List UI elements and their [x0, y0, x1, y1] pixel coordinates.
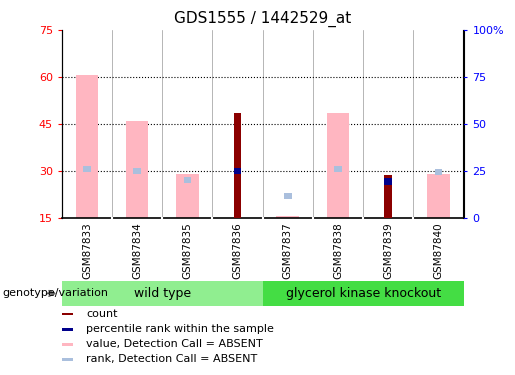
Bar: [427, 174, 450, 217]
Text: GSM87840: GSM87840: [434, 223, 443, 279]
Bar: [183, 177, 191, 183]
Bar: [83, 166, 91, 172]
Text: GSM87836: GSM87836: [233, 223, 243, 279]
Bar: [327, 113, 349, 218]
Text: GSM87835: GSM87835: [182, 223, 192, 279]
Bar: [284, 192, 291, 199]
Text: rank, Detection Call = ABSENT: rank, Detection Call = ABSENT: [86, 354, 257, 364]
Title: GDS1555 / 1442529_at: GDS1555 / 1442529_at: [174, 11, 351, 27]
Bar: [384, 178, 392, 185]
Bar: [62, 328, 73, 331]
Text: wild type: wild type: [134, 287, 191, 300]
Bar: [234, 113, 242, 218]
Text: glycerol kinase knockout: glycerol kinase knockout: [285, 287, 441, 300]
Bar: [62, 343, 73, 346]
Text: count: count: [86, 309, 117, 319]
Text: GSM87834: GSM87834: [132, 223, 142, 279]
Bar: [62, 313, 73, 315]
Bar: [384, 176, 392, 217]
Bar: [133, 168, 141, 174]
Text: percentile rank within the sample: percentile rank within the sample: [86, 324, 274, 334]
Text: GSM87838: GSM87838: [333, 223, 343, 279]
Bar: [234, 168, 242, 174]
Bar: [62, 358, 73, 361]
Text: value, Detection Call = ABSENT: value, Detection Call = ABSENT: [86, 339, 263, 349]
Bar: [176, 174, 199, 217]
Bar: [76, 75, 98, 217]
Bar: [62, 281, 263, 306]
Bar: [435, 169, 442, 176]
Bar: [126, 121, 148, 218]
Bar: [263, 281, 464, 306]
Bar: [334, 166, 342, 172]
Bar: [277, 216, 299, 217]
Text: GSM87833: GSM87833: [82, 223, 92, 279]
Text: GSM87837: GSM87837: [283, 223, 293, 279]
Text: genotype/variation: genotype/variation: [3, 288, 109, 298]
Text: GSM87839: GSM87839: [383, 223, 393, 279]
